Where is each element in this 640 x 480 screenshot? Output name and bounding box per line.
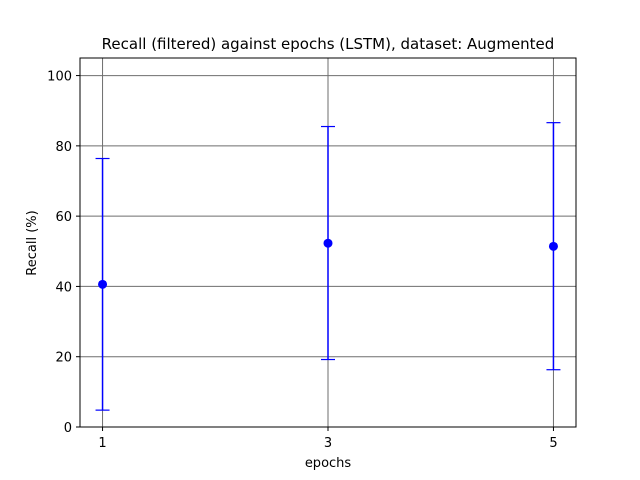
y-tick-label: 0 — [64, 421, 72, 436]
data-point — [98, 279, 108, 289]
y-axis-ticks: 0 20 40 60 80 100 — [47, 70, 80, 436]
y-tick-label: 80 — [55, 140, 72, 155]
x-tick-label: 1 — [98, 436, 106, 451]
y-tick-label: 40 — [55, 280, 72, 295]
x-axis-ticks: 1 3 5 — [98, 427, 558, 451]
y-axis-label: Recall (%) — [25, 210, 40, 275]
x-tick-label: 5 — [549, 436, 557, 451]
y-tick-label: 100 — [47, 70, 72, 85]
y-tick-label: 20 — [55, 351, 72, 366]
x-axis-label: epochs — [305, 456, 352, 471]
chart-title: Recall (filtered) against epochs (LSTM),… — [102, 35, 555, 53]
y-tick-label: 60 — [55, 210, 72, 225]
data-point — [548, 241, 558, 251]
data-points — [98, 238, 558, 289]
data-point — [323, 238, 333, 248]
x-tick-label: 3 — [324, 436, 332, 451]
